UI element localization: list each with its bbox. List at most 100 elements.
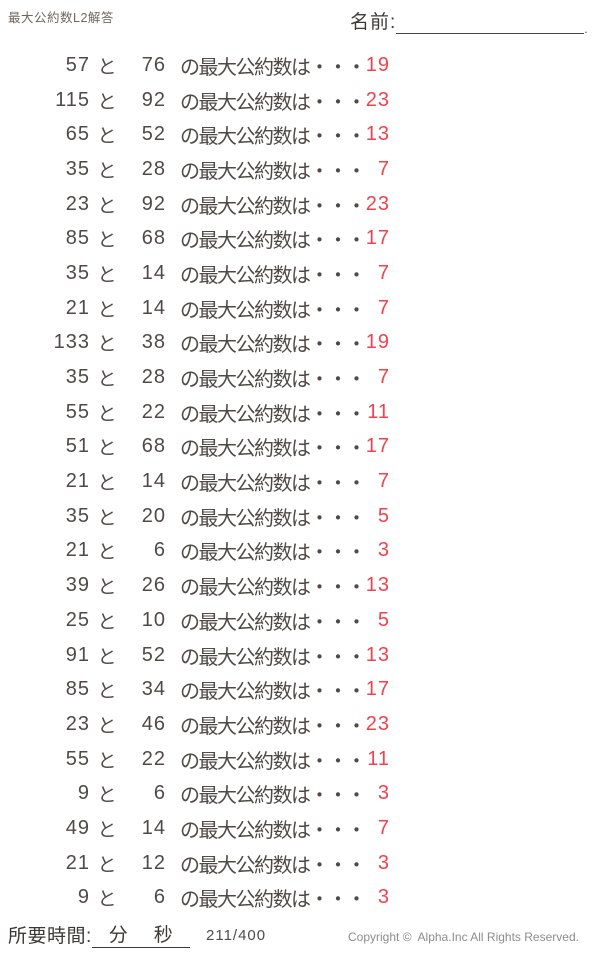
connector-to: と (97, 160, 117, 182)
second-number: 92 (141, 192, 166, 215)
first-number: 23 (65, 712, 90, 735)
connector-to: と (97, 230, 117, 252)
question-text: の最大公約数は・・・ (180, 126, 367, 149)
connector-to: と (97, 126, 117, 148)
connector-to: と (97, 299, 117, 321)
connector-to: と (97, 646, 117, 668)
doc-title: 最大公約数L2解答 (8, 11, 114, 25)
second-number: 52 (141, 123, 166, 146)
time-field: 所要時間: 分 秒 (8, 920, 190, 948)
problem-row: 133 と 38 の最大公約数は・・・ 19 (0, 326, 390, 361)
problem-row: 39 と 26 の最大公約数は・・・ 13 (0, 568, 390, 603)
connector-to: と (97, 611, 117, 633)
first-number: 35 (65, 157, 90, 180)
second-number: 52 (141, 643, 166, 666)
first-number: 23 (65, 192, 90, 215)
question-text: の最大公約数は・・・ (180, 195, 367, 218)
second-number: 28 (141, 366, 166, 389)
question-text: の最大公約数は・・・ (180, 819, 367, 842)
name-field: 名前: . (350, 7, 588, 36)
connector-to: と (97, 264, 117, 286)
name-input-line (396, 10, 585, 34)
problem-row: 51 と 68 の最大公約数は・・・ 17 (0, 430, 390, 465)
problem-row: 9 と 6 の最大公約数は・・・ 3 (0, 881, 390, 916)
problem-row: 115 と 92 の最大公約数は・・・ 23 (0, 83, 390, 118)
answer-value: 17 (365, 678, 390, 701)
connector-to: と (97, 507, 117, 529)
problem-row: 35 と 28 の最大公約数は・・・ 7 (0, 360, 390, 395)
question-text: の最大公約数は・・・ (180, 299, 367, 322)
problem-row: 21 と 14 の最大公約数は・・・ 7 (0, 291, 390, 326)
answer-value: 17 (365, 227, 390, 250)
problem-row: 85 と 68 の最大公約数は・・・ 17 (0, 221, 390, 256)
connector-to: と (97, 403, 117, 425)
answer-value: 7 (377, 816, 390, 839)
question-text: の最大公約数は・・・ (180, 438, 367, 461)
name-label: 名前: (350, 12, 397, 33)
first-number: 21 (65, 539, 90, 562)
question-text: の最大公約数は・・・ (180, 785, 367, 808)
connector-to: と (97, 785, 117, 807)
question-text: の最大公約数は・・・ (180, 334, 367, 357)
answer-value: 11 (367, 400, 390, 423)
first-number: 85 (65, 227, 90, 250)
second-number: 20 (141, 504, 166, 527)
problems-list: 57 と 76 の最大公約数は・・・ 19 115 と 92 の最大公約数は・・… (0, 48, 390, 915)
first-number: 133 (53, 331, 90, 354)
answer-value: 7 (377, 470, 390, 493)
problem-row: 91 と 52 の最大公約数は・・・ 13 (0, 638, 390, 673)
connector-to: と (97, 91, 117, 113)
problem-row: 23 と 92 の最大公約数は・・・ 23 (0, 187, 390, 222)
connector-to: と (97, 473, 117, 495)
question-text: の最大公約数は・・・ (180, 507, 367, 530)
name-line-end-mark: . (584, 22, 588, 36)
seconds-label: 秒 (153, 925, 173, 946)
answer-value: 13 (365, 123, 390, 146)
answer-value: 17 (365, 435, 390, 458)
connector-to: と (97, 542, 117, 564)
second-number: 6 (153, 782, 166, 805)
connector-to: と (97, 819, 117, 841)
second-number: 10 (141, 608, 166, 631)
question-text: の最大公約数は・・・ (180, 577, 367, 600)
problem-row: 35 と 14 の最大公約数は・・・ 7 (0, 256, 390, 291)
answer-value: 7 (377, 261, 390, 284)
problem-row: 55 と 22 の最大公約数は・・・ 11 (0, 742, 390, 777)
first-number: 21 (65, 851, 90, 874)
first-number: 55 (65, 747, 90, 770)
first-number: 35 (65, 366, 90, 389)
answer-value: 7 (377, 366, 390, 389)
question-text: の最大公約数は・・・ (180, 542, 367, 565)
connector-to: と (97, 438, 117, 460)
second-number: 38 (141, 331, 166, 354)
answer-value: 13 (365, 574, 390, 597)
first-number: 39 (65, 574, 90, 597)
page-indicator: 211/400 (206, 927, 267, 944)
question-text: の最大公約数は・・・ (180, 473, 367, 496)
second-number: 92 (141, 88, 166, 111)
second-number: 22 (141, 400, 166, 423)
answer-value: 5 (377, 504, 390, 527)
question-text: の最大公約数は・・・ (180, 889, 367, 912)
second-number: 14 (141, 470, 166, 493)
connector-to: と (97, 889, 117, 911)
second-number: 28 (141, 157, 166, 180)
first-number: 65 (65, 123, 90, 146)
second-number: 14 (141, 261, 166, 284)
answer-value: 7 (377, 157, 390, 180)
first-number: 21 (65, 296, 90, 319)
first-number: 85 (65, 678, 90, 701)
answer-value: 7 (377, 296, 390, 319)
second-number: 34 (141, 678, 166, 701)
problem-row: 21 と 6 の最大公約数は・・・ 3 (0, 534, 390, 569)
question-text: の最大公約数は・・・ (180, 715, 367, 738)
question-text: の最大公約数は・・・ (180, 854, 367, 877)
footer: 所要時間: 分 秒 211/400 Copyright © Alpha.Inc … (0, 918, 600, 957)
problem-row: 25 と 10 の最大公約数は・・・ 5 (0, 603, 390, 638)
first-number: 91 (65, 643, 90, 666)
connector-to: と (97, 334, 117, 356)
second-number: 26 (141, 574, 166, 597)
question-text: の最大公約数は・・・ (180, 646, 367, 669)
second-number: 68 (141, 227, 166, 250)
